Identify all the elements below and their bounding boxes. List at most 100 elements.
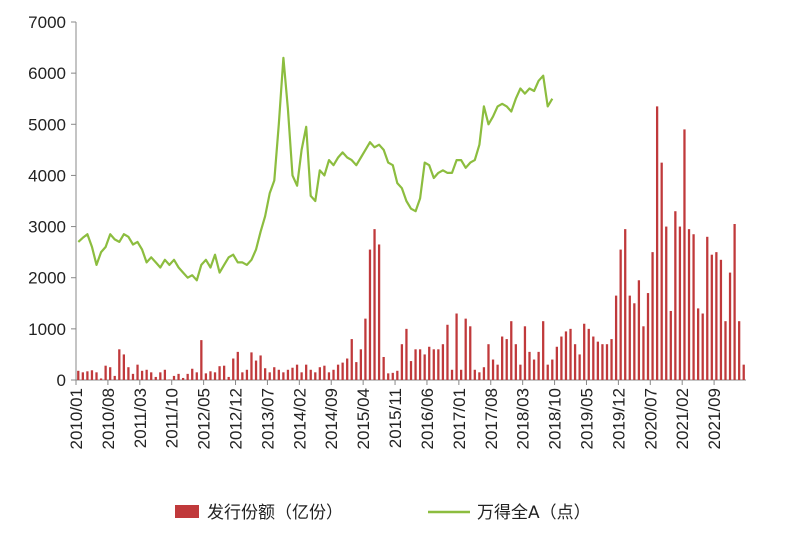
bar bbox=[377, 244, 381, 380]
bar bbox=[409, 361, 413, 380]
bar bbox=[569, 328, 572, 380]
y-tick-label: 1000 bbox=[28, 320, 66, 339]
bar bbox=[642, 326, 645, 380]
bar bbox=[719, 259, 723, 380]
x-tick-label: 2019/12 bbox=[609, 388, 628, 449]
bar bbox=[368, 249, 372, 380]
bar bbox=[181, 377, 185, 380]
bar bbox=[350, 339, 353, 380]
bar bbox=[414, 349, 417, 380]
bar bbox=[601, 344, 604, 380]
bar bbox=[236, 351, 239, 380]
bar bbox=[697, 308, 700, 380]
bar bbox=[446, 324, 449, 380]
bar bbox=[136, 364, 139, 380]
bar bbox=[560, 336, 563, 380]
legend-label-line: 万得全A（点） bbox=[477, 503, 591, 523]
y-tick-label: 3000 bbox=[28, 218, 66, 237]
bar bbox=[391, 372, 394, 380]
bar bbox=[396, 370, 399, 380]
bar bbox=[437, 349, 440, 380]
bar bbox=[314, 372, 317, 380]
bar bbox=[145, 369, 148, 380]
bar bbox=[450, 369, 454, 380]
bar bbox=[191, 368, 194, 380]
bar bbox=[99, 378, 103, 380]
bar bbox=[724, 321, 727, 380]
bar bbox=[710, 254, 713, 380]
bar bbox=[418, 349, 422, 380]
x-tick-label: 2010/08 bbox=[99, 388, 118, 449]
bar bbox=[555, 346, 558, 380]
bar bbox=[195, 372, 198, 380]
x-tick-label: 2021/02 bbox=[673, 388, 692, 449]
bar bbox=[90, 370, 94, 380]
x-tick-label: 2017/01 bbox=[450, 388, 469, 449]
bar bbox=[291, 367, 294, 380]
bar bbox=[327, 372, 331, 380]
bar bbox=[186, 373, 189, 380]
bar bbox=[469, 326, 472, 380]
bar bbox=[131, 373, 135, 380]
bar bbox=[738, 321, 741, 380]
bar bbox=[551, 359, 554, 380]
bar bbox=[382, 356, 385, 380]
bar bbox=[172, 375, 176, 380]
bar bbox=[614, 295, 618, 380]
bar bbox=[742, 364, 745, 380]
x-tick-label: 2018/10 bbox=[546, 388, 565, 449]
x-tick-label: 2012/12 bbox=[227, 388, 246, 449]
bar bbox=[213, 372, 217, 380]
bar bbox=[596, 341, 600, 380]
bar bbox=[286, 369, 290, 380]
bar bbox=[528, 351, 531, 380]
bar bbox=[733, 224, 736, 380]
bar bbox=[359, 349, 363, 380]
bar bbox=[624, 229, 627, 380]
bar bbox=[150, 372, 153, 380]
bar bbox=[665, 226, 668, 380]
bar bbox=[455, 313, 458, 380]
bar bbox=[578, 354, 581, 380]
bar bbox=[441, 344, 445, 380]
bar bbox=[222, 365, 226, 380]
bar bbox=[546, 364, 549, 380]
line-series bbox=[77, 56, 554, 282]
bar bbox=[482, 367, 486, 380]
bar bbox=[277, 369, 280, 380]
bar bbox=[573, 344, 577, 380]
bar bbox=[501, 336, 504, 380]
y-tick-label: 0 bbox=[57, 371, 66, 390]
bar bbox=[683, 129, 686, 380]
bar bbox=[464, 318, 467, 380]
bar bbox=[364, 318, 367, 380]
bar bbox=[264, 368, 267, 380]
bar bbox=[510, 321, 513, 380]
bar bbox=[295, 364, 299, 380]
bar bbox=[519, 364, 522, 380]
bar bbox=[300, 372, 303, 380]
bar bbox=[660, 162, 663, 380]
bar bbox=[282, 372, 285, 380]
bar bbox=[109, 367, 112, 380]
bar bbox=[259, 355, 262, 380]
bar bbox=[250, 352, 253, 380]
bar bbox=[669, 310, 672, 380]
bar bbox=[204, 373, 208, 380]
bar bbox=[227, 376, 230, 380]
x-axis: 2010/01 2010/08 2011/03 2011/10 2012/05 2012/… bbox=[67, 379, 746, 449]
bar bbox=[715, 252, 718, 380]
bar bbox=[706, 236, 709, 380]
bar bbox=[542, 321, 545, 380]
x-tick-label: 2015/11 bbox=[386, 388, 405, 448]
bar bbox=[336, 364, 340, 380]
bar bbox=[610, 339, 613, 380]
bar bbox=[628, 295, 631, 380]
bar bbox=[678, 226, 682, 380]
bar bbox=[118, 349, 121, 380]
x-tick-label: 2014/02 bbox=[290, 388, 309, 449]
bar bbox=[168, 379, 171, 380]
bar bbox=[305, 364, 308, 380]
bar bbox=[605, 344, 609, 380]
bar bbox=[646, 293, 650, 380]
